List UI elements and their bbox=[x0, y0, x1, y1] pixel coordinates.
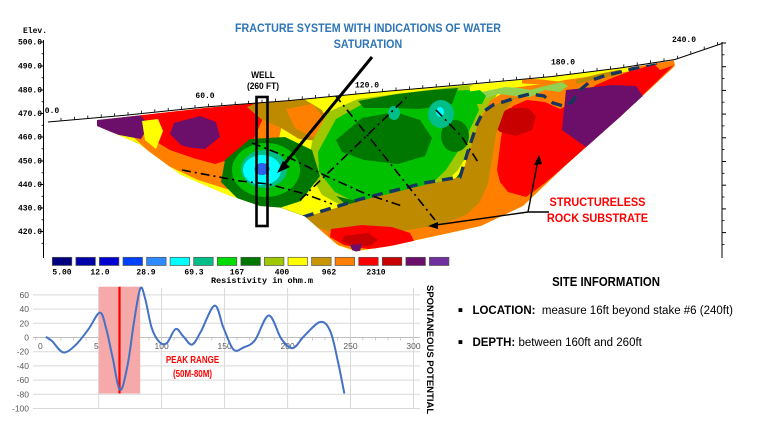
svg-text:100: 100 bbox=[155, 341, 169, 351]
svg-text:60: 60 bbox=[20, 290, 30, 300]
svg-text:400: 400 bbox=[275, 269, 290, 278]
svg-text:-60: -60 bbox=[17, 375, 30, 385]
svg-text:180.0: 180.0 bbox=[551, 59, 575, 68]
svg-text:Resistivity in ohm.m: Resistivity in ohm.m bbox=[211, 276, 313, 286]
svg-text:480.0: 480.0 bbox=[18, 87, 42, 96]
svg-text:20: 20 bbox=[20, 318, 30, 328]
svg-text:-20: -20 bbox=[17, 347, 30, 357]
svg-text:-100: -100 bbox=[12, 404, 29, 414]
svg-text:440.0: 440.0 bbox=[18, 181, 42, 190]
svg-text:12.0: 12.0 bbox=[90, 269, 109, 278]
svg-text:167: 167 bbox=[230, 269, 245, 278]
svg-text:300: 300 bbox=[406, 341, 420, 351]
svg-text:69.3: 69.3 bbox=[184, 269, 203, 278]
svg-text:-40: -40 bbox=[17, 361, 30, 371]
svg-text:240.0: 240.0 bbox=[672, 36, 696, 45]
svg-text:150: 150 bbox=[218, 341, 232, 351]
svg-text:500.0: 500.0 bbox=[18, 39, 42, 48]
svg-text:2310: 2310 bbox=[366, 269, 385, 278]
svg-text:470.0: 470.0 bbox=[18, 110, 42, 119]
svg-text:250: 250 bbox=[343, 341, 357, 351]
svg-text:962: 962 bbox=[322, 269, 337, 278]
svg-text:Elev.: Elev. bbox=[23, 27, 47, 36]
svg-text:430.0: 430.0 bbox=[18, 205, 42, 214]
svg-text:0.0: 0.0 bbox=[45, 107, 60, 116]
svg-text:420.0: 420.0 bbox=[18, 228, 42, 237]
svg-text:460.0: 460.0 bbox=[18, 134, 42, 143]
svg-text:-80: -80 bbox=[17, 389, 30, 399]
svg-text:28.9: 28.9 bbox=[136, 269, 155, 278]
svg-text:5.00: 5.00 bbox=[52, 269, 71, 278]
svg-text:0: 0 bbox=[38, 341, 43, 351]
svg-text:40: 40 bbox=[20, 304, 30, 314]
svg-text:490.0: 490.0 bbox=[18, 63, 42, 72]
svg-text:450.0: 450.0 bbox=[18, 158, 42, 167]
svg-text:60.0: 60.0 bbox=[195, 92, 214, 101]
svg-text:0: 0 bbox=[24, 333, 29, 343]
svg-text:120.0: 120.0 bbox=[355, 82, 379, 91]
